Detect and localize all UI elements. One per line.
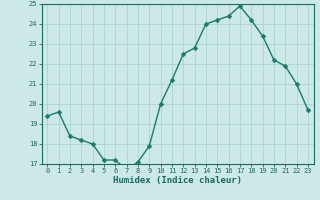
X-axis label: Humidex (Indice chaleur): Humidex (Indice chaleur) — [113, 176, 242, 185]
